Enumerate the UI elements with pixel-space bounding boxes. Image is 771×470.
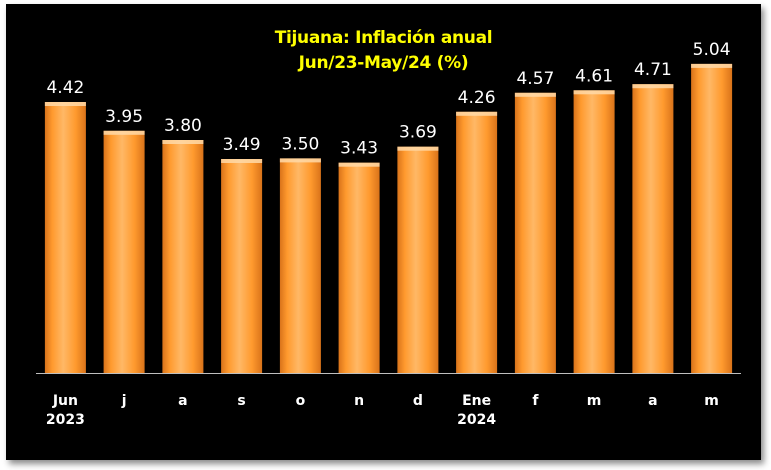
x-tick-label-1: j: [121, 393, 127, 409]
x-tick-label-0: Jun: [52, 393, 78, 409]
chart-frame: Tijuana: Inflación anual Jun/23-May/24 (…: [6, 4, 761, 460]
bar-4: [279, 158, 321, 373]
bar-bevel-6: [397, 146, 439, 151]
x-tick-label-11: m: [704, 393, 719, 409]
x-tick-label-3: s: [237, 393, 245, 409]
chart-title-block: Tijuana: Inflación anual Jun/23-May/24 (…: [6, 26, 761, 76]
data-label-9: 4.61: [575, 66, 613, 86]
x-tick-label-8: f: [532, 393, 539, 409]
x-tick-label-5: n: [354, 393, 364, 409]
x-tick-label-0-line2: 2023: [46, 412, 85, 428]
bar-8: [514, 92, 556, 374]
bar-2: [162, 140, 204, 373]
data-label-6: 3.69: [399, 123, 437, 143]
bar-bevel-7: [456, 111, 498, 116]
chart-title: Tijuana: Inflación anual: [274, 28, 493, 48]
x-tick-label-7: Ene: [462, 393, 491, 409]
bar-bevel-9: [573, 90, 615, 95]
x-tick-label-4: o: [296, 393, 306, 409]
bar-bevel-3: [221, 159, 263, 163]
bar-0: [44, 102, 86, 373]
data-label-5: 3.43: [340, 139, 378, 159]
data-label-8: 4.57: [516, 69, 554, 89]
bar-bevel-8: [514, 92, 556, 97]
chart-subtitle: Jun/23-May/24 (%): [298, 53, 469, 73]
data-label-3: 3.49: [223, 135, 261, 155]
bar-11: [691, 63, 733, 374]
data-label-1: 3.95: [105, 107, 143, 127]
bar-bevel-0: [44, 102, 86, 106]
bar-7: [456, 111, 498, 374]
bar-chart-plot: 4.42 Jun 2023 3.95 j 3.80 a 3.49 s 3.50 o 3.43 n 3.69…: [36, 40, 741, 428]
bar-10: [632, 84, 674, 373]
data-label-7: 4.26: [458, 88, 496, 108]
bar-1: [103, 130, 145, 373]
bar-6: [397, 146, 439, 373]
bar-5: [338, 162, 380, 373]
bar-3: [221, 159, 263, 373]
bar-bevel-2: [162, 140, 204, 144]
x-tick-label-9: m: [587, 393, 602, 409]
x-tick-label-7-line2: 2024: [457, 412, 496, 428]
x-tick-label-10: a: [648, 393, 657, 409]
data-label-11: 5.04: [693, 40, 731, 60]
bar-bevel-10: [632, 84, 674, 89]
bar-bevel-5: [338, 162, 380, 167]
data-label-10: 4.71: [634, 60, 672, 80]
data-label-2: 3.80: [164, 116, 202, 136]
bar-bevel-4: [279, 158, 321, 163]
bar-9: [573, 90, 615, 374]
data-label-4: 3.50: [281, 134, 319, 154]
x-tick-label-6: d: [413, 393, 423, 409]
x-tick-label-2: a: [178, 393, 187, 409]
bar-bevel-11: [691, 63, 733, 68]
bar-bevel-1: [103, 130, 145, 135]
data-label-0: 4.42: [46, 78, 84, 98]
